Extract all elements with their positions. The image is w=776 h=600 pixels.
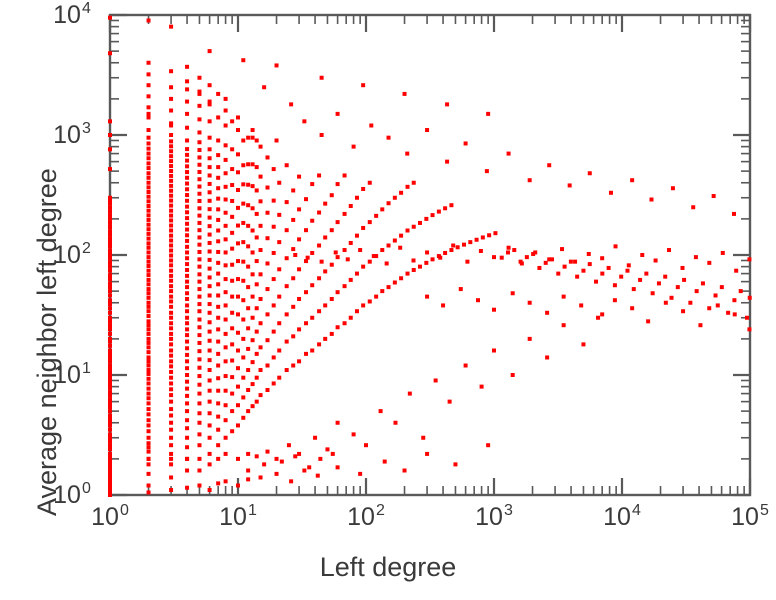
xtick-label: 104 (603, 502, 641, 531)
y-axis-title: Average neighbor left degree (32, 168, 62, 516)
xtick-label: 100 (91, 502, 129, 531)
ytick-label: 101 (53, 360, 91, 389)
ytick-label: 102 (53, 240, 91, 269)
axis-ticks (108, 13, 752, 497)
xtick-label: 102 (347, 502, 385, 531)
xtick-label: 101 (219, 502, 257, 531)
xtick-label: 103 (475, 502, 513, 531)
ytick-label: 103 (53, 120, 91, 149)
ytick-label: 104 (53, 0, 91, 29)
data-points (108, 15, 752, 497)
ytick-label: 100 (53, 480, 91, 509)
x-axis-title: Left degree (319, 552, 457, 582)
xtick-label: 105 (731, 502, 769, 531)
plot-frame (108, 13, 752, 497)
